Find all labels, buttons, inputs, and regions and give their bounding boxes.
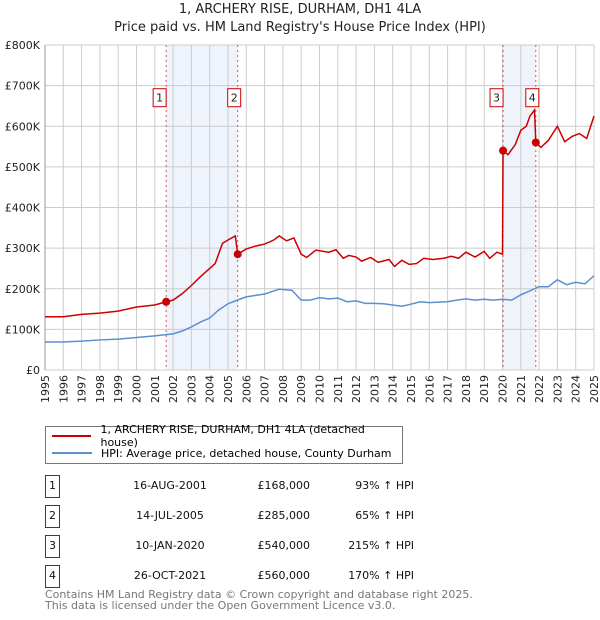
x-tick-label: 1998 [94, 375, 107, 403]
transaction-hpi-change: 65% ↑ HPI [355, 509, 414, 522]
sale-number-label: 1 [156, 92, 163, 105]
transaction-date: 14-JUL-2005 [136, 509, 204, 522]
y-tick-label: £800K [5, 39, 41, 52]
x-tick-label: 1995 [39, 375, 52, 403]
price-chart: 1995 1996 1997 1998 1999 2000 2001 2002 2003 2004… [5, 39, 600, 403]
x-tick-label: 2009 [295, 375, 308, 403]
footer: Contains HM Land Registry data © Crown c… [45, 589, 473, 611]
sale-number-box [525, 88, 540, 108]
sale-number-box [152, 88, 167, 108]
x-tick-label: 2001 [149, 375, 162, 403]
legend-item-hpi: HPI: Average price, detached house, Coun… [52, 444, 392, 462]
x-tick-label: 2024 [570, 375, 583, 403]
x-tick-label: 2004 [204, 375, 217, 403]
transaction-row: 3 10-JAN-2020 £540,000 215% ↑ HPI [45, 535, 445, 558]
x-tick-label: 2010 [314, 375, 327, 403]
transaction-hpi-change: 215% ↑ HPI [348, 539, 414, 552]
sale-number-label: 4 [529, 92, 536, 105]
legend: 1, ARCHERY RISE, DURHAM, DH1 4LA (detach… [45, 423, 403, 464]
x-tick-label: 1996 [57, 375, 70, 403]
x-tick-label: 2011 [332, 375, 345, 403]
x-tick-label: 2020 [497, 375, 510, 403]
y-tick-label: £200K [5, 283, 41, 296]
transaction-price: £285,000 [257, 509, 311, 522]
sale-point [499, 146, 508, 155]
transaction-row: 2 14-JUL-2005 £285,000 65% ↑ HPI [45, 505, 445, 528]
y-tick-label: £500K [5, 161, 41, 174]
sale-number-box [489, 88, 504, 108]
x-tick-label: 2014 [387, 375, 400, 403]
x-tick-label: 2018 [460, 375, 473, 403]
sale-point [233, 250, 242, 259]
x-tick-label: 2022 [533, 375, 546, 403]
y-tick-label: £100K [5, 323, 41, 336]
y-tick-label: £400K [5, 202, 41, 215]
y-tick-label: £700K [5, 80, 41, 93]
x-tick-label: 2005 [222, 375, 235, 403]
y-tick-label: £0 [26, 364, 40, 377]
footer-copyright: Contains HM Land Registry data © Crown c… [45, 588, 473, 601]
x-tick-label: 2015 [405, 375, 418, 403]
legend-label-property: 1, ARCHERY RISE, DURHAM, DH1 4LA (detach… [100, 423, 365, 449]
sale-number-label: 3 [493, 92, 500, 105]
transaction-date: 26-OCT-2021 [133, 569, 207, 582]
transaction-number-badge: 4 [45, 565, 60, 588]
y-tick-label: £300K [5, 242, 41, 255]
x-tick-label: 2025 [588, 375, 600, 403]
property-price-line [45, 107, 595, 318]
x-tick-label: 2002 [167, 375, 180, 403]
x-tick-label: 2007 [259, 375, 272, 403]
legend-line-blue [52, 452, 92, 454]
transaction-number-badge: 1 [45, 475, 60, 498]
y-tick-label: £600K [5, 120, 41, 133]
transaction-number-badge: 3 [45, 535, 60, 558]
transaction-hpi-change: 170% ↑ HPI [348, 569, 414, 582]
transaction-number-badge: 2 [45, 505, 60, 528]
sale-point [531, 138, 540, 147]
legend-item-property: 1, ARCHERY RISE, DURHAM, DH1 4LA (detach… [52, 423, 402, 449]
x-tick-label: 2016 [423, 375, 436, 403]
x-tick-label: 2013 [368, 375, 381, 403]
x-tick-label: 1997 [76, 375, 89, 403]
chart-subtitle: Price paid vs. HM Land Registry's House … [114, 20, 486, 35]
transaction-price: £168,000 [257, 479, 311, 492]
sale-point [162, 297, 171, 306]
legend-line-red [52, 435, 92, 437]
footer-licence: This data is licensed under the Open Gov… [45, 599, 396, 612]
transaction-row: 4 26-OCT-2021 £560,000 170% ↑ HPI [45, 565, 445, 588]
x-tick-label: 2019 [478, 375, 491, 403]
x-tick-label: 2023 [551, 375, 564, 403]
transaction-price: £540,000 [257, 539, 311, 552]
legend-label-hpi: HPI: Average price, detached house, Coun… [101, 446, 392, 460]
transaction-row: 1 16-AUG-2001 £168,000 93% ↑ HPI [45, 475, 445, 498]
x-tick-label: 2012 [350, 375, 363, 403]
transaction-date: 16-AUG-2001 [133, 479, 207, 492]
chart-title: 1, ARCHERY RISE, DURHAM, DH1 4LA [178, 2, 422, 17]
x-tick-label: 2003 [185, 375, 198, 403]
x-tick-label: 2006 [240, 375, 253, 403]
transaction-date: 10-JAN-2020 [135, 539, 205, 552]
transaction-hpi-change: 93% ↑ HPI [355, 479, 414, 492]
x-tick-label: 2000 [131, 375, 144, 403]
x-tick-label: 1999 [112, 375, 125, 403]
x-tick-label: 2008 [277, 375, 290, 403]
sale-number-box [227, 88, 242, 108]
x-tick-label: 2021 [515, 375, 528, 403]
sale-number-label: 2 [231, 92, 238, 105]
x-tick-label: 2017 [442, 375, 455, 403]
hpi-line [45, 275, 595, 343]
transaction-price: £560,000 [257, 569, 311, 582]
